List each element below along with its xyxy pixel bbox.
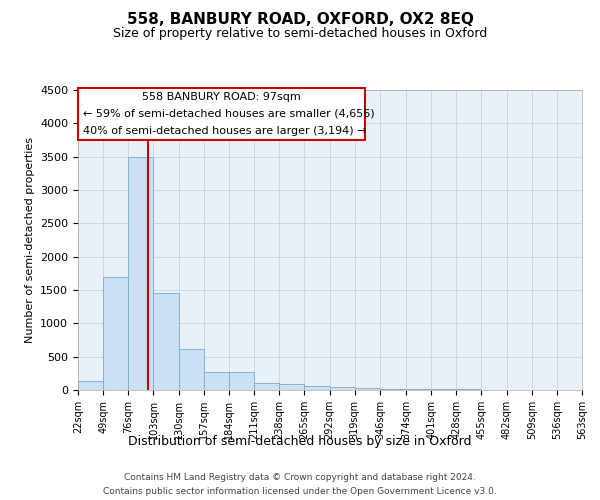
Bar bbox=[103, 276, 128, 390]
Y-axis label: Number of semi-detached properties: Number of semi-detached properties bbox=[25, 137, 35, 343]
Bar bbox=[380, 388, 405, 390]
Bar bbox=[329, 386, 355, 390]
Text: Contains HM Land Registry data © Crown copyright and database right 2024.: Contains HM Land Registry data © Crown c… bbox=[124, 472, 476, 482]
FancyBboxPatch shape bbox=[78, 88, 365, 140]
Text: 40% of semi-detached houses are larger (3,194) →: 40% of semi-detached houses are larger (… bbox=[83, 126, 367, 136]
Text: Distribution of semi-detached houses by size in Oxford: Distribution of semi-detached houses by … bbox=[128, 435, 472, 448]
Bar bbox=[279, 384, 304, 390]
Bar bbox=[355, 388, 380, 390]
Text: 558, BANBURY ROAD, OXFORD, OX2 8EQ: 558, BANBURY ROAD, OXFORD, OX2 8EQ bbox=[127, 12, 473, 28]
Bar bbox=[406, 389, 431, 390]
Text: Size of property relative to semi-detached houses in Oxford: Size of property relative to semi-detach… bbox=[113, 28, 487, 40]
Bar bbox=[128, 156, 154, 390]
Bar bbox=[78, 382, 103, 390]
Text: ← 59% of semi-detached houses are smaller (4,656): ← 59% of semi-detached houses are smalle… bbox=[83, 109, 374, 119]
Text: Contains public sector information licensed under the Open Government Licence v3: Contains public sector information licen… bbox=[103, 488, 497, 496]
Bar bbox=[229, 372, 254, 390]
Bar bbox=[179, 348, 204, 390]
Bar bbox=[254, 384, 279, 390]
Bar bbox=[154, 294, 179, 390]
Text: 558 BANBURY ROAD: 97sqm: 558 BANBURY ROAD: 97sqm bbox=[142, 92, 301, 102]
Bar bbox=[304, 386, 329, 390]
Bar bbox=[204, 372, 229, 390]
